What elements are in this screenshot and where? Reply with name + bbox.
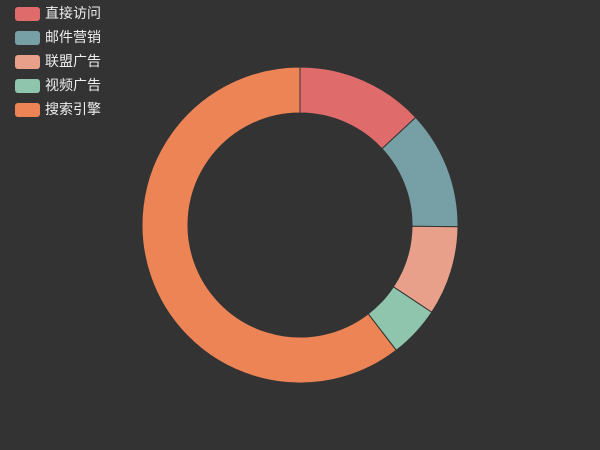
- legend-item-email[interactable]: 邮件营销: [15, 26, 101, 50]
- legend-swatch: [15, 79, 40, 93]
- chart-legend: 直接访问 邮件营销 联盟广告 视频广告 搜索引擎: [15, 2, 101, 122]
- legend-item-video[interactable]: 视频广告: [15, 74, 101, 98]
- legend-swatch: [15, 31, 40, 45]
- legend-label: 联盟广告: [45, 54, 101, 70]
- legend-item-direct[interactable]: 直接访问: [15, 2, 101, 26]
- legend-swatch: [15, 7, 40, 21]
- legend-label: 视频广告: [45, 78, 101, 94]
- legend-label: 直接访问: [45, 6, 101, 22]
- legend-label: 邮件营销: [45, 30, 101, 46]
- legend-item-search[interactable]: 搜索引擎: [15, 98, 101, 122]
- donut-slice[interactable]: [141, 66, 397, 384]
- legend-swatch: [15, 55, 40, 69]
- legend-swatch: [15, 103, 40, 117]
- legend-item-affiliate[interactable]: 联盟广告: [15, 50, 101, 74]
- legend-label: 搜索引擎: [45, 102, 101, 118]
